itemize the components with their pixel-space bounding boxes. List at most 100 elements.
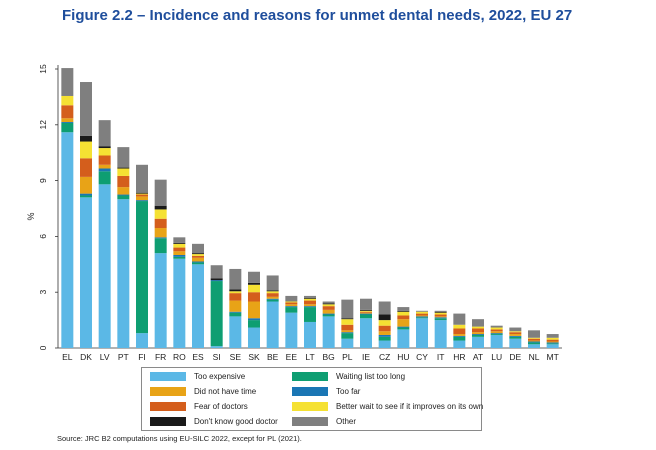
bar-segment-fr: [154, 228, 167, 238]
bar-segment-es: [192, 262, 204, 265]
bar-segment-es: [192, 261, 204, 263]
bar-segment-cy: [416, 313, 428, 316]
x-tick-label: HR: [453, 352, 465, 362]
legend-item: Don't know good doctor: [150, 415, 278, 427]
bar-segment-lv: [98, 168, 111, 172]
bar-segment-cz: [378, 301, 391, 315]
legend-swatch: [150, 386, 186, 396]
bar-segment-ee: [285, 295, 298, 302]
bar-segment-at: [472, 332, 484, 335]
bar-segment-lv: [98, 146, 111, 149]
legend-swatch: [292, 416, 328, 426]
bar-segment-es: [192, 253, 204, 255]
bar-segment-ie: [360, 311, 372, 313]
bar-segment-ro: [173, 247, 186, 252]
legend-item: Did not have time: [150, 385, 256, 397]
bar-segment-it: [434, 310, 447, 312]
bar-segment-dk: [80, 176, 92, 194]
bar-segment-pl: [341, 324, 354, 331]
bar-segment-cz: [378, 340, 391, 348]
bar-segment-se: [229, 268, 242, 290]
bar-segment-cz: [378, 320, 391, 326]
bar-segment-ie: [360, 318, 372, 348]
bar-segment-de: [509, 334, 522, 336]
bar-segment-bg: [322, 306, 335, 310]
bar-segment-sk: [248, 320, 260, 328]
bar-segment-pt: [117, 195, 130, 200]
x-tick-label: DE: [509, 352, 521, 362]
bar-segment-be: [266, 291, 279, 294]
bar-segment-pl: [341, 338, 354, 348]
bar-segment-si: [210, 281, 223, 347]
bar-segment-nl: [528, 337, 540, 339]
bar-segment-dk: [80, 158, 92, 177]
bar-segment-nl: [528, 342, 540, 345]
bar-segment-dk: [80, 135, 92, 142]
bar-segment-pt: [117, 199, 130, 348]
bar-segment-hr: [453, 324, 466, 329]
bar-segment-el: [61, 122, 74, 133]
bar-segment-lv: [98, 171, 111, 185]
bar-segment-si: [210, 346, 223, 348]
bar-segment-lv: [98, 155, 111, 165]
bar-segment-be: [266, 275, 279, 291]
legend-item: Too far: [292, 385, 360, 397]
legend-label: Other: [336, 416, 357, 426]
bar-segment-lt: [304, 306, 316, 308]
bar-segment-cz: [378, 334, 391, 337]
bar-segment-hu: [397, 307, 410, 311]
y-tick-label: 9: [38, 178, 48, 183]
bar-segment-nl: [528, 340, 540, 342]
bar-segment-ro: [173, 256, 186, 259]
bar-segment-hu: [397, 319, 410, 327]
bar-segment-ie: [360, 314, 372, 319]
legend-item: Waiting list too long: [292, 370, 405, 382]
bar-segment-ro: [173, 243, 186, 248]
bar-segment-mt: [546, 344, 559, 348]
bar-segment-nl: [528, 341, 540, 343]
y-axis-label: %: [26, 212, 36, 220]
bar-segment-at: [472, 319, 484, 327]
bar-segment-ie: [360, 298, 372, 310]
bar-segment-lu: [490, 334, 503, 348]
bar-segment-it: [434, 312, 447, 315]
bar-segment-lt: [304, 307, 316, 322]
bar-segment-bg: [322, 314, 335, 317]
bar-segment-fi: [136, 164, 148, 193]
bar-segment-nl: [528, 338, 540, 341]
bar-segment-sk: [248, 284, 260, 293]
bar-segment-fi: [136, 196, 148, 201]
bar-segment-cy: [416, 311, 428, 314]
bar-segment-cz: [378, 331, 391, 335]
bar-segment-lt: [304, 298, 316, 301]
bar-segment-hu: [397, 329, 410, 348]
bar-segment-de: [509, 327, 522, 332]
legend-swatch: [150, 401, 186, 411]
bar-segment-fr: [154, 205, 167, 210]
bar-segment-si: [210, 280, 223, 282]
bar-segment-dk: [80, 197, 92, 348]
bar-segment-be: [266, 301, 279, 348]
x-tick-label: MT: [547, 352, 559, 362]
bar-segment-es: [192, 257, 204, 262]
bar-segment-sk: [248, 301, 260, 319]
bar-segment-bg: [322, 313, 335, 315]
y-tick-label: 15: [38, 64, 48, 74]
bar-segment-sk: [248, 327, 260, 348]
legend-swatch: [150, 371, 186, 381]
bar-segment-hu: [397, 310, 410, 312]
bar-segment-mt: [546, 339, 559, 342]
legend-label: Fear of doctors: [194, 401, 248, 411]
bar-segment-fi: [136, 333, 148, 348]
bar-segment-be: [266, 296, 279, 299]
legend-label: Too expensive: [194, 371, 246, 381]
bar-segment-pt: [117, 147, 130, 168]
bar-segment-de: [509, 335, 522, 337]
bar-segment-hu: [397, 311, 410, 316]
bar-segment-fr: [154, 179, 167, 206]
bar-segment-se: [229, 311, 242, 313]
bar-segment-at: [472, 328, 484, 333]
bar-segment-hr: [453, 328, 466, 335]
legend-swatch: [292, 401, 328, 411]
bar-segment-ee: [285, 312, 298, 348]
